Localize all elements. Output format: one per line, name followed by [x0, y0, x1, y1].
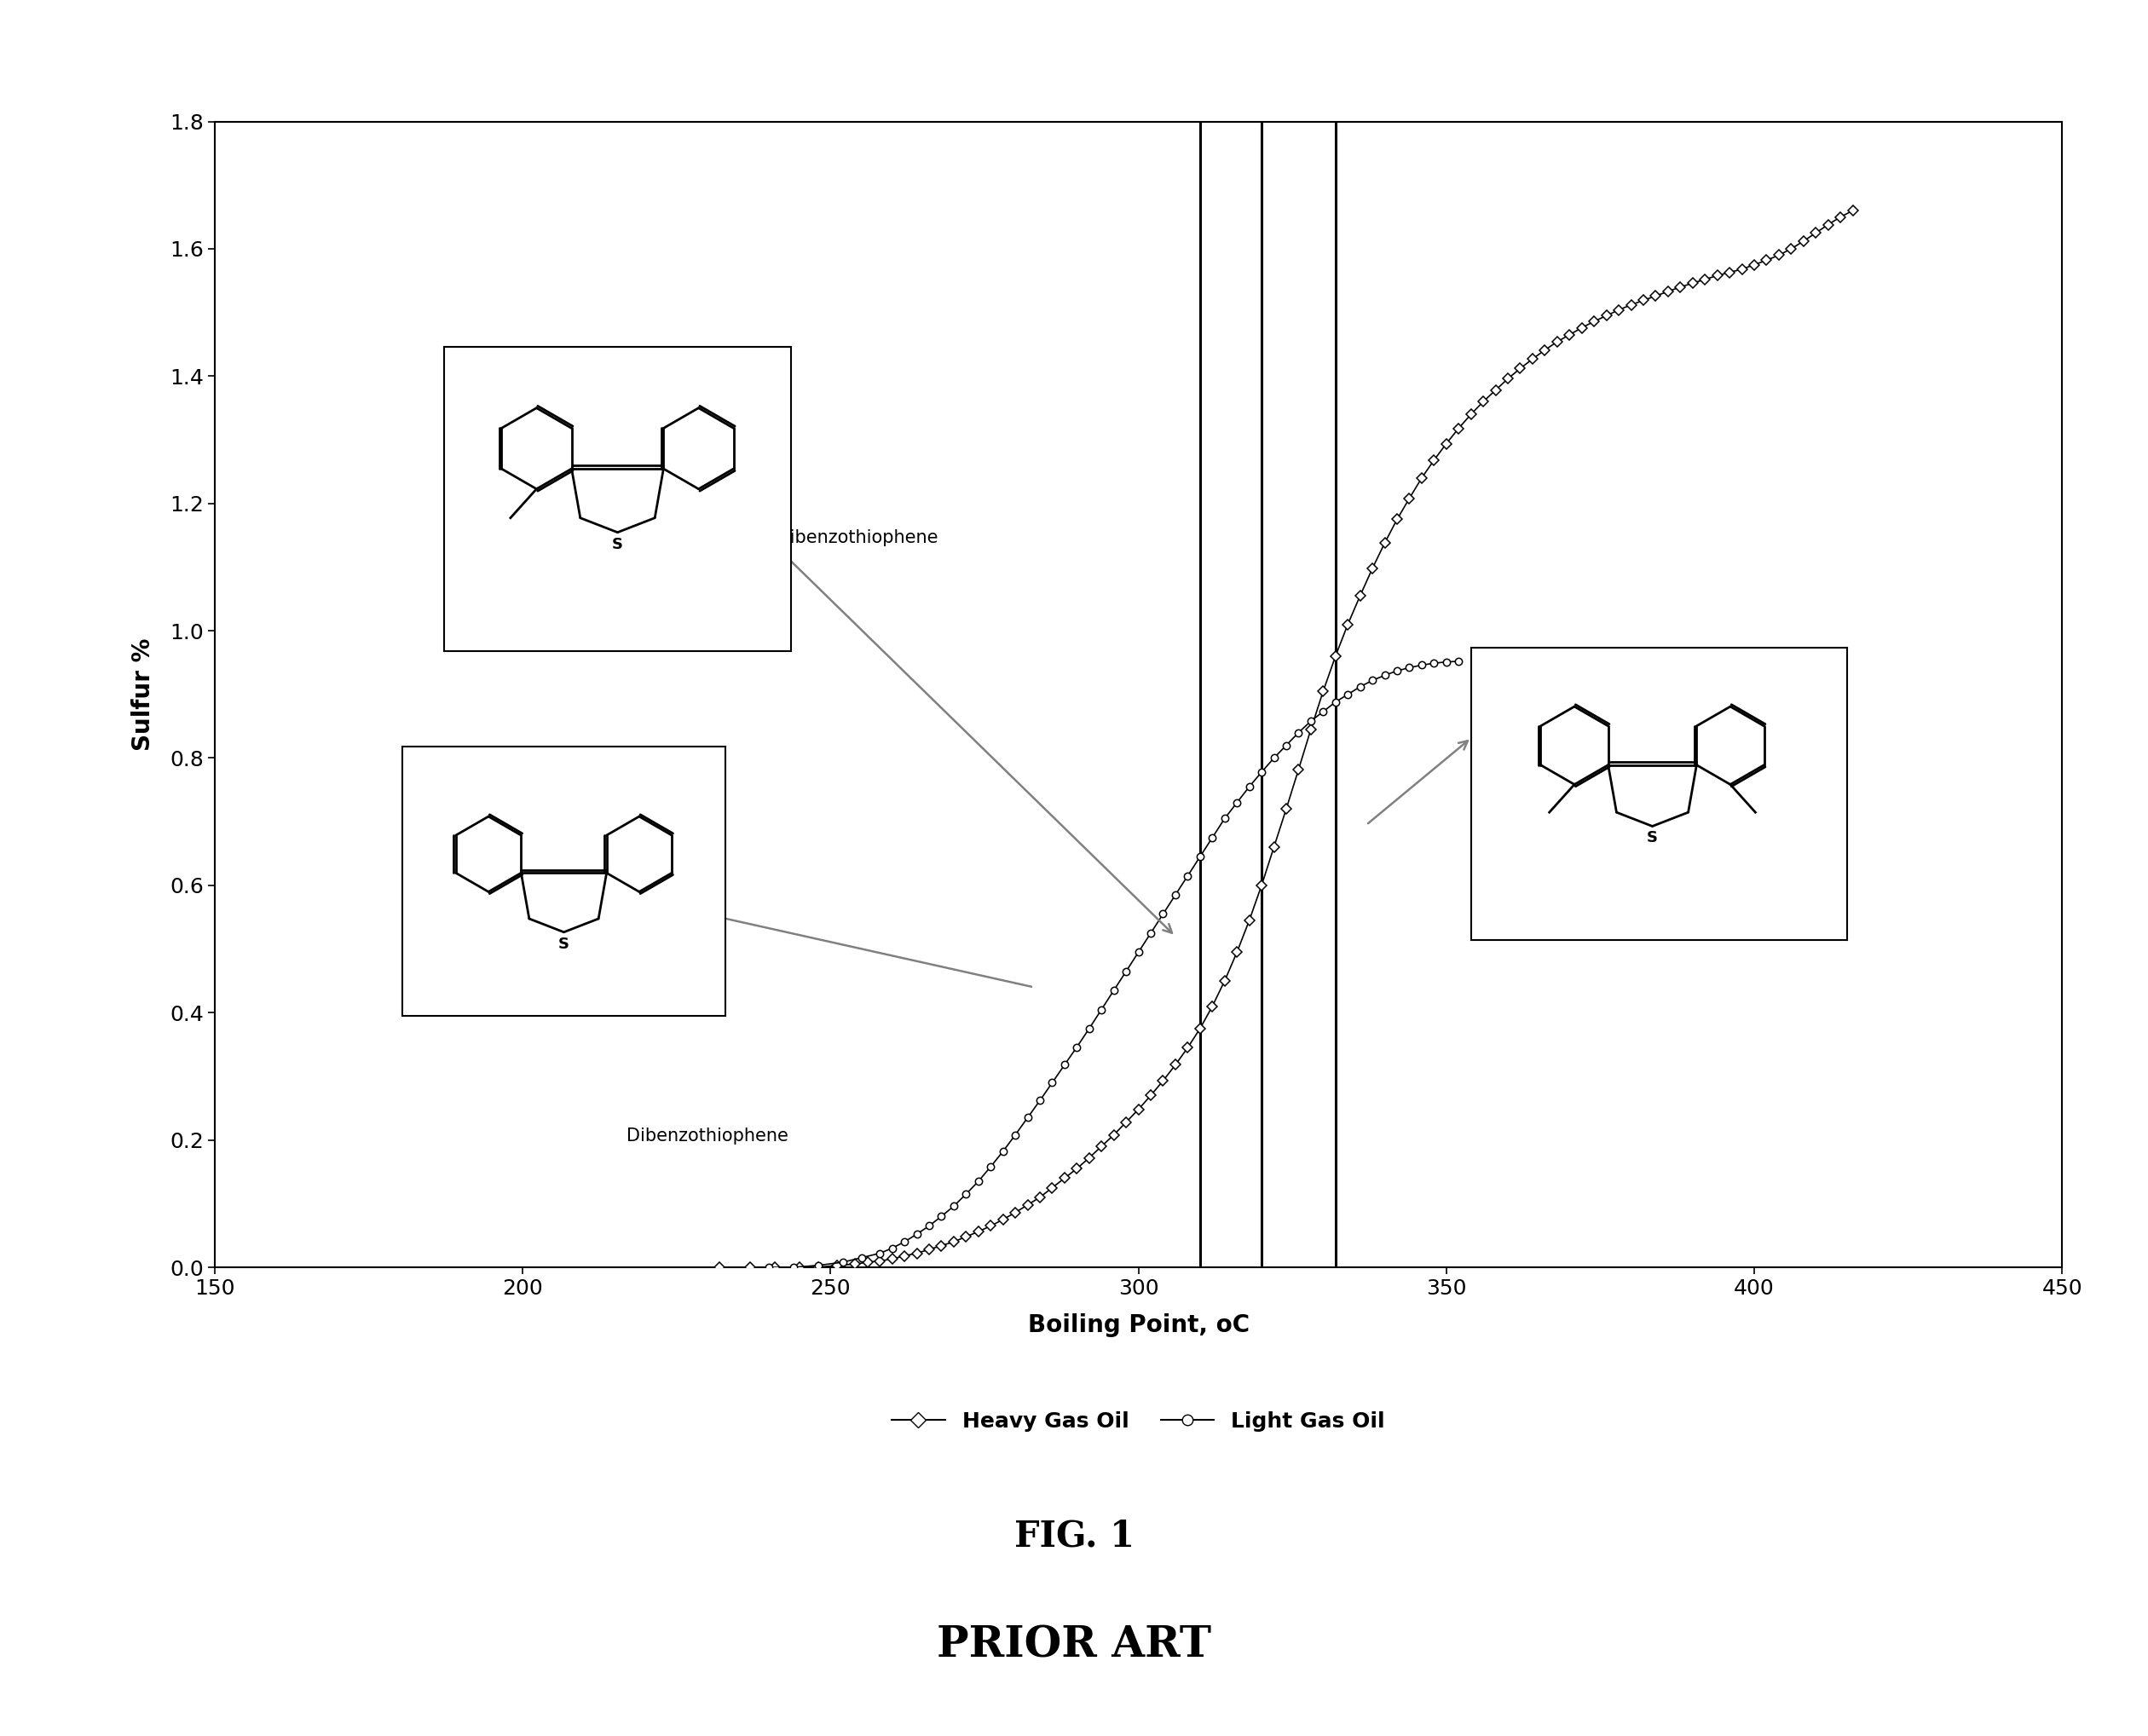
Light Gas Oil [1446, 651, 1471, 672]
X-axis label: Boiling Point, oC: Boiling Point, oC [1027, 1312, 1250, 1337]
Legend: Heavy Gas Oil, Light Gas Oil: Heavy Gas Oil, Light Gas Oil [883, 1403, 1394, 1439]
Text: S: S [612, 536, 623, 552]
Text: PRIOR ART: PRIOR ART [937, 1625, 1211, 1667]
Light Gas Oil [1297, 710, 1323, 731]
Heavy Gas Oil [1076, 1147, 1102, 1168]
Light Gas Oil [1211, 807, 1237, 828]
Heavy Gas Oil [1841, 200, 1867, 220]
Y-axis label: Sulfur %: Sulfur % [131, 639, 155, 750]
Text: Dibenzothiophene: Dibenzothiophene [627, 1127, 788, 1144]
Text: S: S [1648, 830, 1658, 845]
Light Gas Oil [756, 1257, 782, 1278]
Heavy Gas Oil [707, 1257, 732, 1278]
Text: S: S [558, 936, 569, 951]
Text: 4,6-methyldibenzothiophene: 4,6-methyldibenzothiophene [1553, 911, 1809, 927]
Light Gas Oil [977, 1156, 1003, 1177]
Heavy Gas Oil [1766, 245, 1791, 266]
Light Gas Oil [1175, 865, 1201, 885]
Heavy Gas Oil [1297, 719, 1323, 740]
Light Gas Oil [1188, 845, 1214, 866]
Line: Heavy Gas Oil: Heavy Gas Oil [715, 207, 1856, 1271]
Heavy Gas Oil [1063, 1158, 1089, 1179]
Heavy Gas Oil [763, 1257, 788, 1278]
Light Gas Oil [1373, 665, 1398, 686]
Line: Light Gas Oil: Light Gas Oil [765, 658, 1463, 1271]
Text: 4-methyldibenzothiophene: 4-methyldibenzothiophene [698, 529, 939, 545]
Heavy Gas Oil [1396, 488, 1422, 509]
Text: FIG. 1: FIG. 1 [1014, 1519, 1134, 1554]
